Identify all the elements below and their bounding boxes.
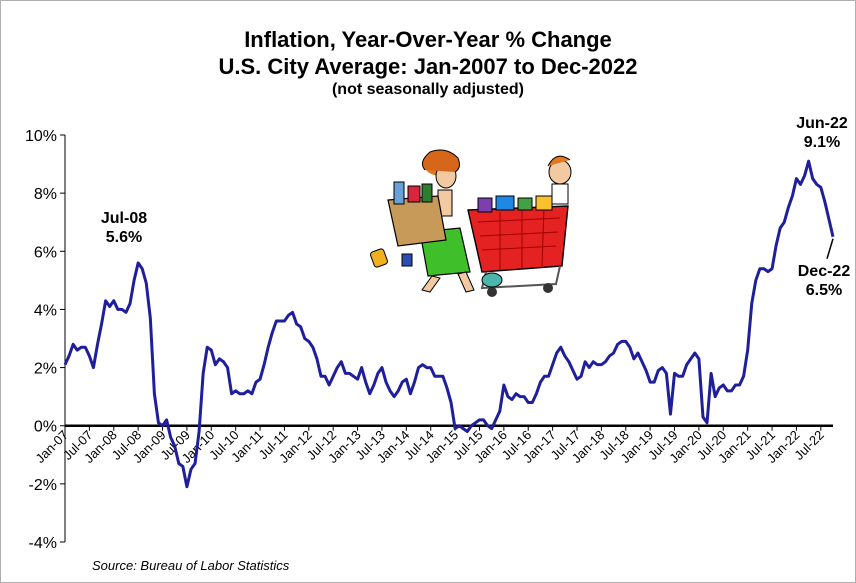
chart-title: Inflation, Year-Over-Year % Change <box>244 27 612 52</box>
y-tick-label: 8% <box>34 186 57 203</box>
annotation-dec-22-value: 6.5% <box>805 282 843 299</box>
y-tick-label: 6% <box>34 244 57 261</box>
y-tick-label: 0% <box>34 419 57 436</box>
y-tick-label: 4% <box>34 302 57 319</box>
y-tick-label: -2% <box>29 477 57 494</box>
chart-subtitle-note: (not seasonally adjusted) <box>331 81 525 98</box>
y-axis: -4% -2% 0% 2% 4% 6% 8% 10% <box>25 128 66 552</box>
annotation-jul-08: Jul-08 5.6% <box>92 209 156 247</box>
chart-subtitle: U.S. City Average: Jan-2007 to Dec-2022 <box>218 54 638 79</box>
shopping-cart-clipart-icon <box>370 149 572 297</box>
annotation-dec-22: Dec-22 6.5% <box>792 262 856 300</box>
annotation-jun-22: Jun-22 9.1% <box>790 114 854 152</box>
source-note: Source: Bureau of Labor Statistics <box>92 558 290 573</box>
y-tick-label: 10% <box>25 128 57 145</box>
annotation-jul-08-value: 5.6% <box>105 229 143 246</box>
annotation-jun-22-label: Jun-22 <box>796 115 848 132</box>
y-tick-label: 2% <box>34 361 57 378</box>
series-group <box>63 159 835 489</box>
title-block: Inflation, Year-Over-Year % Change U.S. … <box>0 26 856 100</box>
annotation-jun-22-value: 9.1% <box>803 134 841 151</box>
series-line <box>63 159 835 489</box>
annotation-dec-22-leader <box>826 238 834 259</box>
y-tick-label: -4% <box>29 535 57 552</box>
annotation-jul-08-label: Jul-08 <box>100 210 148 227</box>
annotation-dec-22-label: Dec-22 <box>797 263 851 280</box>
